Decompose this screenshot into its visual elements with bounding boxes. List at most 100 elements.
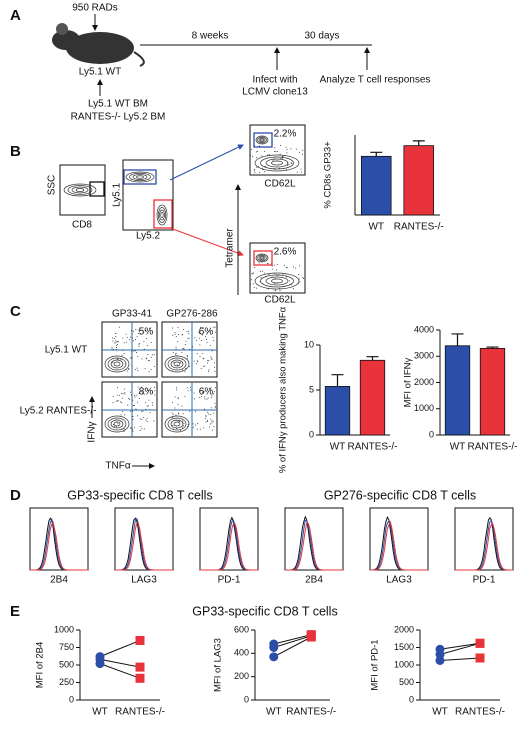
histogram-trace [30, 521, 88, 571]
event-dot [143, 348, 145, 350]
event-dot [133, 350, 135, 352]
event-dot [254, 172, 256, 174]
y-tick-label: 0 [244, 694, 249, 704]
event-dot [138, 330, 140, 332]
y-tick-label: 1500 [394, 642, 414, 652]
event-dot [203, 408, 205, 410]
event-dot [120, 414, 122, 416]
event-dot [136, 367, 138, 369]
event-dot [145, 419, 147, 421]
event-dot [209, 423, 211, 425]
event-dot [183, 329, 185, 331]
axis-label: CD62L [264, 295, 296, 306]
event-dot [258, 145, 260, 147]
event-dot [150, 342, 152, 344]
event-dot [213, 340, 215, 342]
event-dot [113, 338, 115, 340]
event-dot [188, 337, 190, 339]
y-axis-label: MFI of IFNγ [403, 357, 414, 407]
contour [258, 255, 266, 261]
event-dot [213, 326, 215, 328]
interval: 8 weeks [192, 31, 229, 42]
contour [254, 154, 300, 172]
event-dot [285, 168, 287, 170]
event-dot [199, 397, 201, 399]
infect: LCMV clone13 [242, 87, 308, 98]
contour [260, 274, 294, 288]
event-dot [145, 408, 147, 410]
event-dot [112, 396, 114, 398]
event-dot [153, 420, 155, 422]
x-tick-label: WT [330, 442, 346, 453]
y-tick-label: 750 [59, 642, 74, 652]
event-dot [139, 343, 141, 345]
event-dot [214, 370, 216, 372]
event-dot [185, 368, 187, 370]
event-dot [181, 427, 183, 429]
event-dot [214, 407, 216, 409]
event-dot [178, 334, 180, 336]
event-dot [204, 365, 206, 367]
y-tick-label: 600 [234, 624, 249, 634]
event-dot [193, 360, 195, 362]
event-dot [214, 403, 216, 405]
marker [135, 673, 145, 683]
event-dot [130, 356, 132, 358]
event-dot [124, 392, 126, 394]
event-dot [279, 145, 281, 147]
event-dot [210, 388, 212, 390]
contour [107, 417, 127, 431]
event-dot [201, 391, 203, 393]
error-bar [370, 151, 383, 157]
event-dot [141, 390, 143, 392]
event-dot [132, 419, 134, 421]
event-dot [129, 336, 131, 338]
y-tick-label: 2000 [394, 624, 414, 634]
axis-label: IFNγ [87, 421, 98, 442]
y-tick-label: 4000 [414, 324, 434, 334]
event-dot [207, 397, 209, 399]
event-dot [187, 423, 189, 425]
contour [258, 137, 266, 143]
event-dot [129, 391, 131, 393]
panel-title: GP276-specific CD8 T cells [324, 488, 476, 502]
event-dot [153, 365, 155, 367]
contour [71, 186, 89, 194]
event-dot [171, 417, 173, 419]
event-dot [252, 272, 254, 274]
event-dot [146, 345, 148, 347]
event-dot [189, 410, 191, 412]
event-dot [201, 334, 203, 336]
axis-label: Ly5.2 [136, 231, 161, 242]
event-dot [140, 425, 142, 427]
event-dot [188, 333, 190, 335]
event-dot [172, 401, 174, 403]
event-dot [172, 351, 174, 353]
event-dot [133, 404, 135, 406]
event-dot [199, 333, 201, 335]
analyze: Analyze T cell responses [320, 75, 431, 86]
event-dot [132, 430, 134, 432]
event-dot [175, 336, 177, 338]
event-dot [122, 337, 124, 339]
gate [253, 132, 273, 148]
event-dot [145, 330, 147, 332]
event-dot [126, 336, 128, 338]
event-dot [194, 398, 196, 400]
event-dot [258, 262, 260, 264]
event-dot [172, 327, 174, 329]
bar [444, 345, 471, 436]
event-dot [145, 402, 147, 404]
y-tick-label: 400 [234, 648, 249, 658]
event-dot [206, 341, 208, 343]
event-dot [184, 395, 186, 397]
event-dot [201, 353, 203, 355]
event-dot [141, 410, 143, 412]
x-tick-label: WT [92, 707, 108, 718]
event-dot [120, 359, 122, 361]
gate [89, 181, 105, 197]
event-dot [203, 391, 205, 393]
event-dot [198, 337, 200, 339]
event-dot [147, 359, 149, 361]
event-dot [115, 340, 117, 342]
